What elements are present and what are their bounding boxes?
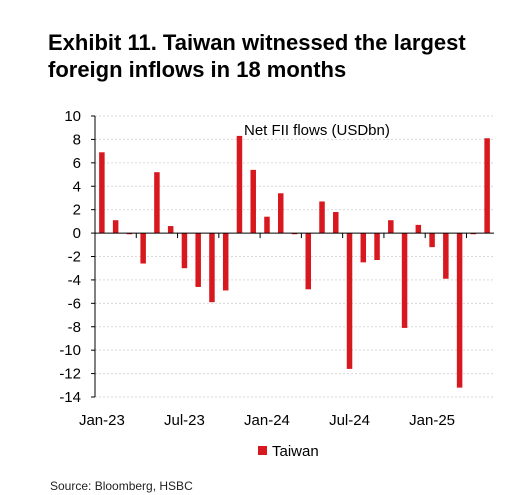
- bar: [319, 201, 325, 234]
- bar: [99, 152, 105, 234]
- bar: [333, 212, 339, 234]
- y-tick-label: 2: [73, 202, 81, 219]
- y-tick-label: -12: [59, 366, 81, 383]
- y-tick-label: -8: [68, 319, 81, 336]
- bar: [154, 172, 160, 234]
- bar: [140, 233, 146, 264]
- x-tick-label: Jan-25: [409, 412, 455, 429]
- source-note: Source: Bloomberg, HSBC: [50, 479, 193, 493]
- bar: [112, 220, 119, 234]
- chart-annotation: Net FII flows (USDbn): [244, 122, 390, 139]
- bar: [429, 233, 435, 248]
- chart-title: Exhibit 11. Taiwan witnessed the largest…: [48, 29, 518, 83]
- bar: [346, 233, 353, 369]
- y-tick-label: 6: [73, 155, 81, 172]
- bar: [415, 224, 422, 234]
- y-tick-label: 4: [73, 178, 81, 195]
- bar: [236, 135, 243, 234]
- chart-title-line-2: foreign inflows in 18 months: [48, 57, 347, 82]
- bar: [305, 233, 312, 290]
- bar: [388, 220, 394, 234]
- bar: [484, 138, 490, 234]
- bar: [456, 233, 463, 388]
- bar: [443, 233, 449, 279]
- bar: [250, 169, 256, 234]
- x-tick-label: Jan-24: [244, 412, 290, 429]
- bar: [470, 233, 477, 235]
- bar: [264, 216, 270, 234]
- gridlines: [95, 115, 494, 398]
- bar: [374, 233, 380, 261]
- y-axis-ticks: 10 8 6 4 2 0 -2 -4 -6 -8 -10 -12 -14: [59, 108, 81, 406]
- bar: [195, 233, 201, 287]
- bar: [222, 233, 229, 291]
- legend: Taiwan: [258, 443, 319, 460]
- bar: [181, 233, 188, 269]
- y-tick-label: 8: [73, 131, 81, 148]
- legend-swatch: [258, 446, 267, 455]
- y-tick-label: -2: [68, 249, 81, 266]
- chart-title-line-1: Exhibit 11. Taiwan witnessed the largest: [48, 30, 466, 55]
- y-tick-label: -4: [68, 272, 81, 289]
- bar: [277, 193, 284, 234]
- bar: [291, 233, 298, 235]
- x-tick-label: Jan-23: [79, 412, 125, 429]
- y-tick-label: -6: [68, 295, 81, 312]
- bar: [360, 233, 367, 263]
- axes: [91, 115, 494, 398]
- y-tick-label: -10: [59, 342, 81, 359]
- y-tick-label: 10: [64, 108, 81, 125]
- x-tick-label: Jul-24: [329, 412, 370, 429]
- x-tick-label: Jul-23: [164, 412, 205, 429]
- bar: [126, 233, 133, 235]
- bar: [167, 226, 174, 234]
- legend-label: Taiwan: [272, 443, 319, 460]
- x-axis-ticks: Jan-23 Jul-23 Jan-24 Jul-24 Jan-25: [79, 412, 455, 429]
- bars: [99, 135, 490, 388]
- y-tick-label: 0: [73, 225, 81, 242]
- bar: [401, 233, 408, 328]
- y-tick-label: -14: [59, 389, 81, 406]
- bar: [209, 233, 215, 303]
